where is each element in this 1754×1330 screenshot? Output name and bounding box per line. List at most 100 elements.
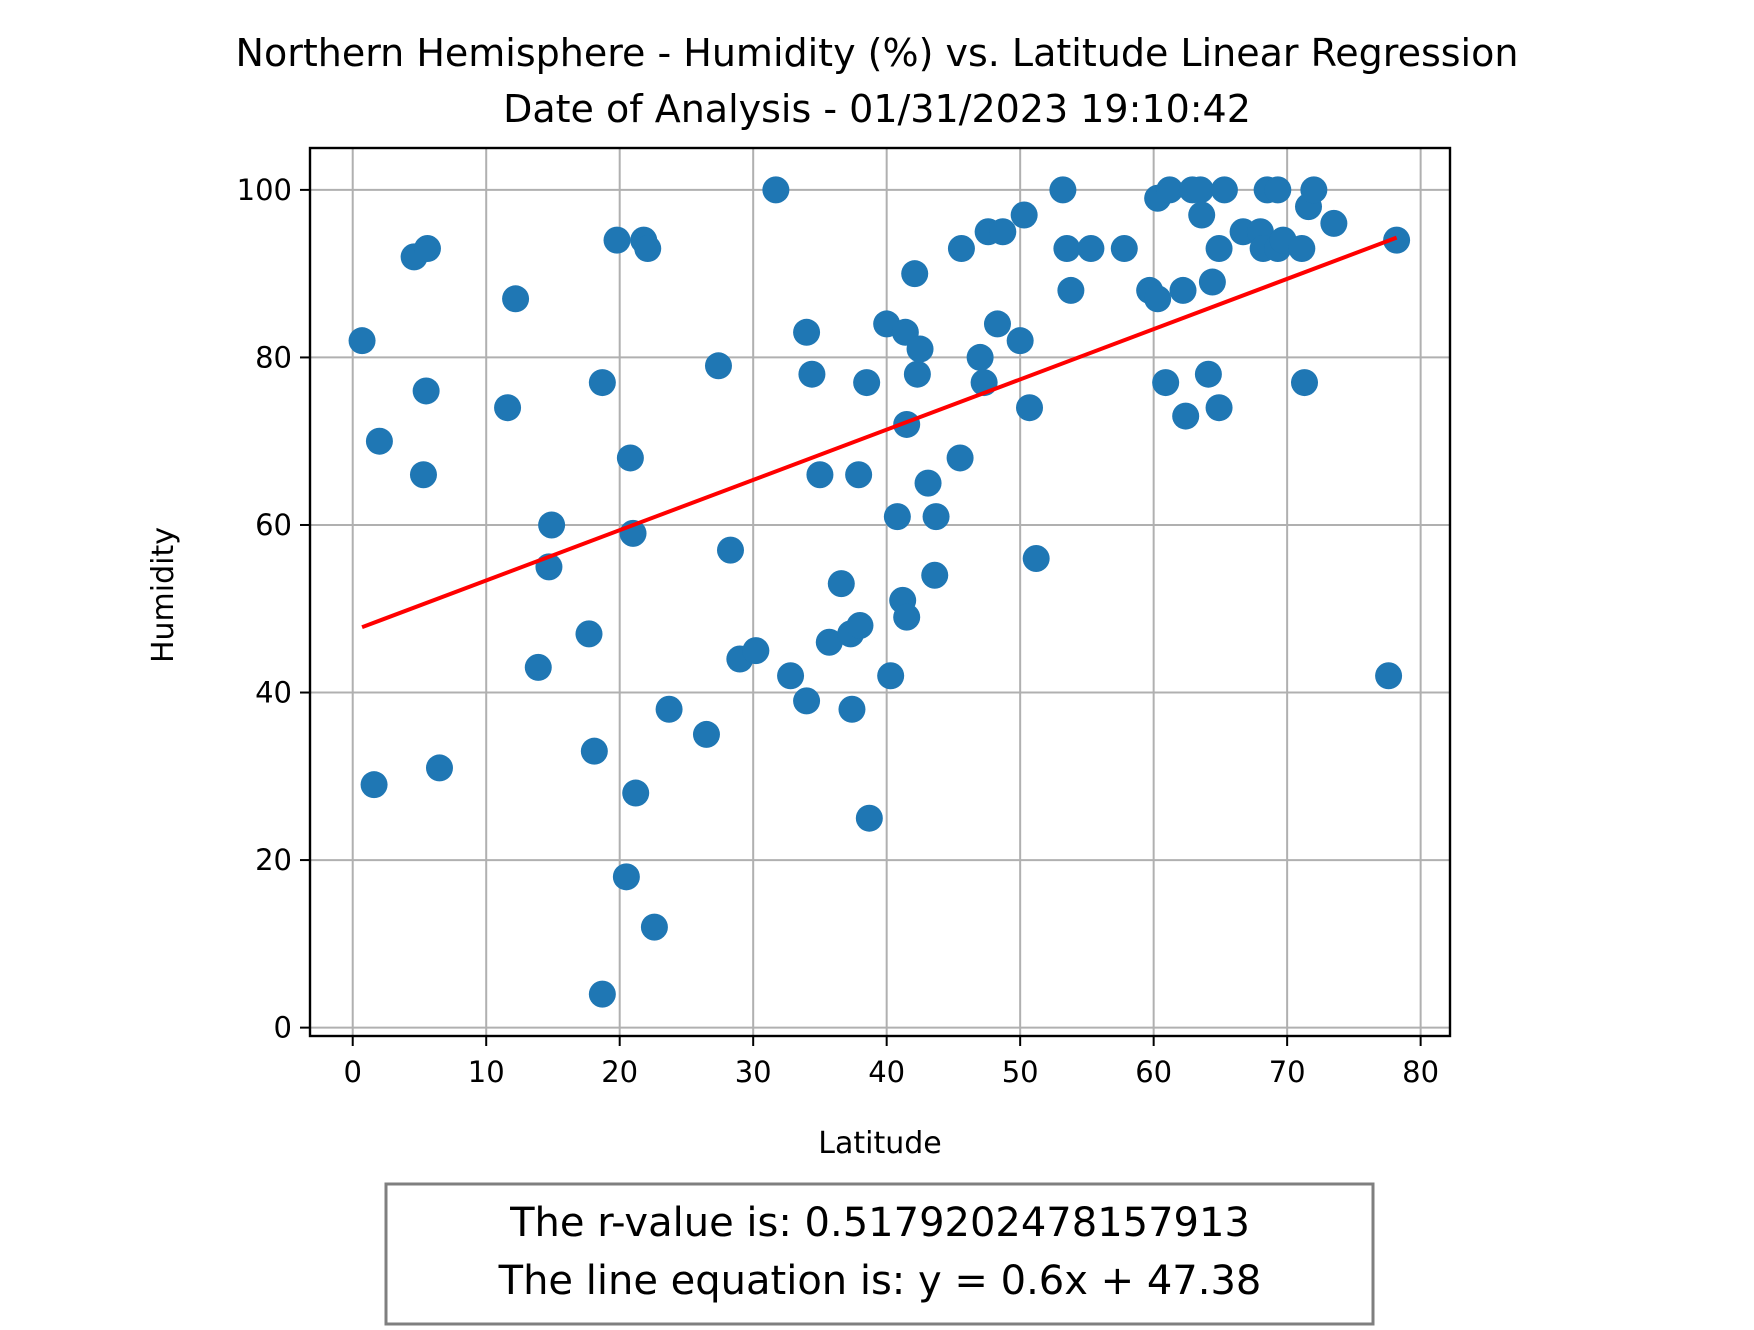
- data-point: [947, 235, 975, 263]
- y-tick-label: 80: [255, 340, 292, 374]
- data-point: [1205, 235, 1233, 263]
- data-point: [409, 461, 437, 489]
- data-point: [1049, 176, 1077, 204]
- data-point: [853, 369, 881, 397]
- data-point: [946, 444, 974, 472]
- data-point: [1057, 276, 1085, 304]
- data-point: [845, 461, 873, 489]
- data-point: [1152, 369, 1180, 397]
- data-point: [1077, 235, 1105, 263]
- x-tick-label: 80: [1402, 1055, 1439, 1089]
- data-point: [914, 469, 942, 497]
- axis-ticks: 0 10 20 30 40 50 60 70 80 0 20 40 60 80 100: [237, 173, 1439, 1089]
- data-point: [966, 343, 994, 371]
- data-point: [883, 503, 911, 531]
- data-point: [575, 620, 603, 648]
- data-point: [793, 687, 821, 715]
- data-points: [348, 176, 1411, 1008]
- x-axis-label: Latitude: [818, 1126, 941, 1161]
- regression-line-group: [361, 235, 1398, 630]
- data-point: [588, 980, 616, 1008]
- x-tick-label: 50: [1002, 1055, 1039, 1089]
- data-point: [1320, 209, 1348, 237]
- x-tick-label: 40: [868, 1055, 905, 1089]
- data-point: [893, 603, 921, 631]
- data-point: [640, 913, 668, 941]
- data-point: [838, 695, 866, 723]
- data-point: [580, 737, 608, 765]
- data-point: [762, 176, 790, 204]
- data-point: [365, 427, 393, 455]
- data-point: [612, 863, 640, 891]
- data-point: [622, 779, 650, 807]
- data-point: [1144, 285, 1172, 313]
- data-point: [348, 327, 376, 355]
- data-point: [1186, 176, 1214, 204]
- data-point: [413, 235, 441, 263]
- data-point: [1169, 276, 1197, 304]
- data-point: [1210, 176, 1238, 204]
- data-point: [827, 570, 855, 598]
- data-point: [412, 377, 440, 405]
- data-point: [716, 536, 744, 564]
- annotation-box: [384, 1182, 1375, 1326]
- data-point: [616, 444, 644, 472]
- data-point: [815, 628, 843, 656]
- data-point: [1194, 360, 1222, 388]
- y-tick-label: 20: [255, 843, 292, 877]
- data-point: [901, 260, 929, 288]
- data-point: [806, 461, 834, 489]
- data-point: [1016, 394, 1044, 422]
- y-tick-label: 100: [237, 173, 292, 207]
- data-point: [1300, 176, 1328, 204]
- chart-title: Northern Hemisphere - Humidity (%) vs. L…: [236, 31, 1519, 75]
- x-tick-label: 20: [601, 1055, 638, 1089]
- data-point: [538, 511, 566, 539]
- data-point: [1205, 394, 1233, 422]
- x-tick-label: 30: [735, 1055, 772, 1089]
- y-tick-label: 0: [274, 1011, 292, 1045]
- data-point: [1110, 235, 1138, 263]
- data-point: [1053, 235, 1081, 263]
- data-point: [742, 637, 770, 665]
- data-point: [588, 369, 616, 397]
- regression-line: [361, 235, 1398, 630]
- y-tick-label: 40: [255, 676, 292, 710]
- data-point: [903, 360, 931, 388]
- data-point: [793, 318, 821, 346]
- y-tick-label: 60: [255, 508, 292, 542]
- data-point: [777, 662, 805, 690]
- data-point: [425, 754, 453, 782]
- data-point: [634, 235, 662, 263]
- data-point: [692, 720, 720, 748]
- y-axis-label: Humidity: [146, 527, 181, 663]
- data-point: [502, 285, 530, 313]
- data-point: [704, 352, 732, 380]
- data-point: [989, 218, 1017, 246]
- chart-subtitle: Date of Analysis - 01/31/2023 19:10:42: [503, 87, 1251, 131]
- data-point: [1022, 544, 1050, 572]
- data-point: [494, 394, 522, 422]
- x-tick-label: 10: [468, 1055, 505, 1089]
- data-point: [798, 360, 826, 388]
- data-point: [922, 503, 950, 531]
- data-point: [983, 310, 1011, 338]
- data-point: [1156, 176, 1184, 204]
- data-point: [603, 226, 631, 254]
- data-point: [524, 653, 552, 681]
- data-point: [1375, 662, 1403, 690]
- x-tick-label: 60: [1135, 1055, 1172, 1089]
- x-tick-label: 0: [343, 1055, 361, 1089]
- data-point: [1264, 176, 1292, 204]
- data-point: [877, 662, 905, 690]
- data-point: [1198, 268, 1226, 296]
- data-point: [921, 561, 949, 589]
- data-point: [1172, 402, 1200, 430]
- data-point: [846, 612, 874, 640]
- data-point: [906, 335, 934, 363]
- line-equation-text: The line equation is: y = 0.6x + 47.38: [498, 1258, 1262, 1304]
- data-point: [655, 695, 683, 723]
- grid: [310, 148, 1450, 1036]
- data-point: [855, 804, 883, 832]
